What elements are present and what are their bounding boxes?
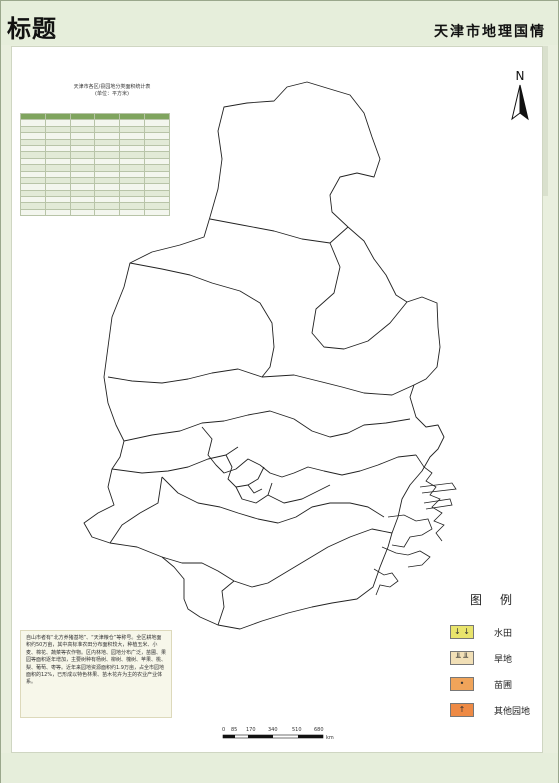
scale-label-85: 85: [231, 727, 238, 733]
scale-unit: km: [326, 735, 334, 741]
scale-label-340: 340: [268, 727, 278, 733]
footer-bar: [1, 753, 558, 783]
border-dongli: [267, 484, 331, 504]
coast-line-1: [415, 454, 445, 542]
legend-swatch-other-garden: ↑: [450, 703, 474, 717]
page-subtitle: 天津市地理国情: [434, 24, 546, 40]
port-pier-1: [419, 482, 457, 494]
scale-label-0: 0: [222, 727, 226, 733]
stats-table-header: [20, 112, 170, 121]
port-pier-2: [423, 498, 453, 510]
border-jinghai: [161, 528, 393, 588]
legend-label-dryland: 旱地: [494, 655, 513, 665]
table-row: [20, 208, 170, 217]
border-ninghe: [311, 242, 408, 350]
legend-swatch-paddy: ↓ ↓: [450, 625, 474, 639]
legend-label-other-garden: 其他园地: [494, 707, 531, 717]
page-title: 标题: [7, 15, 57, 43]
legend-label-paddy: 水田: [494, 629, 513, 639]
north-arrow-icon: N: [511, 69, 529, 121]
description-note: 自山市者有“北方养猪基地”、“天津粮仓”等称号。全区耕地面积约50万亩，其中高标…: [20, 630, 172, 718]
border-center-2: [235, 482, 273, 504]
stats-table-title: 天津市各区/县园地分类面积统计表 (单位：平方米): [42, 84, 182, 98]
legend-item-paddy: ↓ ↓ 水田: [450, 625, 542, 643]
border-jinnan: [161, 476, 385, 524]
table-row: [20, 132, 170, 140]
outer-boundary: [83, 81, 445, 630]
stats-table: [20, 112, 170, 217]
coast-line-2: [387, 514, 433, 548]
legend-title: 图例: [470, 593, 531, 607]
border-dagang: [217, 580, 235, 626]
border-xiqing: [111, 446, 239, 474]
border-wuqing: [107, 368, 415, 396]
legend-item-dryland: ╨ ╨ 旱地: [450, 651, 542, 669]
north-label: N: [516, 69, 525, 83]
legend-label-nursery: 苗圃: [494, 681, 513, 691]
district-map: [83, 81, 457, 630]
scale-label-170: 170: [246, 727, 256, 733]
border-ji: [209, 218, 349, 244]
border-baodi: [129, 262, 275, 378]
coast-line-3: [381, 546, 431, 568]
table-row: [20, 125, 170, 134]
coast-line-4: [373, 568, 399, 596]
scale-bar-graphic: [222, 734, 324, 739]
scale-label-510: 510: [292, 727, 302, 733]
header-bar: 标题 天津市地理国情: [1, 1, 558, 45]
stats-title-line2: (单位：平方米): [95, 91, 129, 97]
border-center-1: [225, 454, 265, 488]
table-row: [20, 151, 170, 159]
stats-title-line1: 天津市各区/县园地分类面积统计表: [73, 84, 151, 90]
table-row: [20, 119, 170, 127]
scale-bar: 0 85 170 340 510 680 km: [222, 727, 334, 749]
legend-swatch-nursery: •: [450, 677, 474, 691]
border-urban: [201, 426, 417, 478]
legend-item-other-garden: ↑ 其他园地: [450, 703, 542, 721]
legend-item-nursery: • 苗圃: [450, 677, 542, 695]
legend-swatch-dryland: ╨ ╨: [450, 651, 474, 665]
map-sheet: 天津市各区/县园地分类面积统计表 (单位：平方米) N 图例: [11, 46, 543, 753]
side-strip: [542, 46, 548, 196]
border-west: [109, 476, 163, 544]
scale-label-680: 680: [314, 727, 324, 733]
table-row: [20, 138, 170, 146]
border-center-3: [247, 484, 263, 494]
border-beichen: [123, 410, 411, 442]
